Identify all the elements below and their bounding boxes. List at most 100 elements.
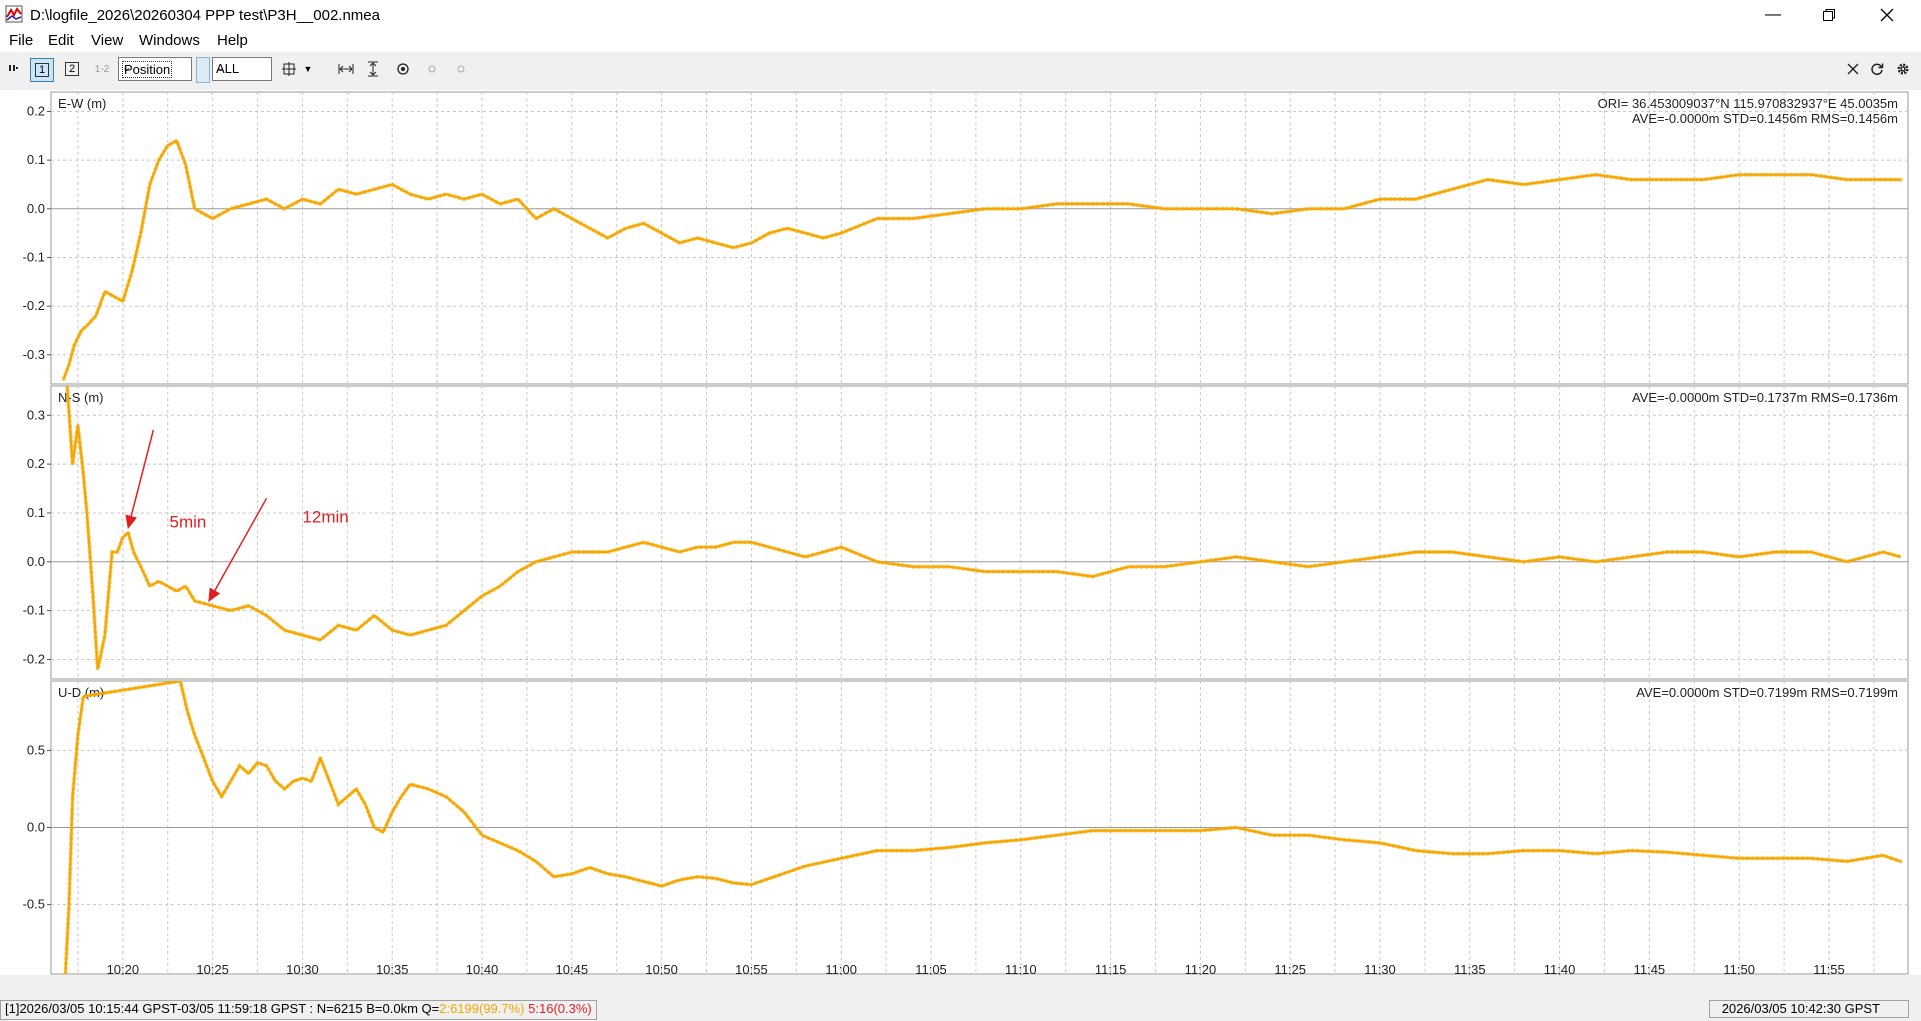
x-tick-label: 10:30 xyxy=(286,962,319,975)
fit-horizontal-icon xyxy=(338,64,354,74)
y-tick-label: 0.5 xyxy=(27,742,45,757)
panel-stats: AVE=-0.0000m STD=0.1456m RMS=0.1456m xyxy=(1632,111,1898,126)
x-tick-label: 11:55 xyxy=(1813,962,1845,975)
caret-down-icon: ▼ xyxy=(303,64,313,74)
satellite-select-button[interactable] xyxy=(196,57,210,83)
option-button-1[interactable] xyxy=(424,60,440,78)
target-icon xyxy=(397,63,409,75)
panel-label: N-S (m) xyxy=(58,390,104,405)
x-tick-label: 10:25 xyxy=(196,962,229,975)
x-tick-label: 10:55 xyxy=(735,962,768,975)
center-button[interactable] xyxy=(394,60,412,78)
menu-windows[interactable]: Windows xyxy=(139,32,200,49)
plot-type-value: Position xyxy=(122,61,173,78)
annotation-label: 5min xyxy=(170,513,207,532)
restore-icon xyxy=(1823,9,1835,21)
pause-button[interactable] xyxy=(6,60,20,76)
chevron-down-icon: ⌄ xyxy=(216,62,226,74)
y-tick-label: 0.3 xyxy=(27,407,45,422)
restore-button[interactable] xyxy=(1806,0,1852,30)
chevron-down-icon: ⌄ xyxy=(122,62,132,74)
menu-bar: File Edit View Windows Help xyxy=(0,30,1921,52)
x-tick-label: 11:40 xyxy=(1544,962,1576,975)
y-tick-label: 0.2 xyxy=(27,103,45,118)
y-tick-label: -0.2 xyxy=(23,651,45,666)
menu-help[interactable]: Help xyxy=(217,32,248,49)
satellite-filter-select[interactable]: ALL ⌄ xyxy=(212,57,272,81)
y-tick-label: -0.3 xyxy=(23,347,45,362)
x-tick-label: 11:45 xyxy=(1634,962,1666,975)
fit-horizontal-button[interactable] xyxy=(336,60,356,78)
plot-1-2-label: 1-2 xyxy=(94,63,110,75)
dot-icon xyxy=(457,65,465,73)
y-tick-label: 0.0 xyxy=(27,820,45,835)
pause-icon xyxy=(9,65,18,71)
menu-file[interactable]: File xyxy=(9,32,34,49)
plot-type-select[interactable]: Position ⌄ xyxy=(118,57,192,81)
menu-view[interactable]: View xyxy=(91,32,124,49)
x-tick-label: 11:20 xyxy=(1185,962,1217,975)
plot-1-2-button[interactable]: 1-2 xyxy=(91,58,113,80)
status-bar: [1]2026/03/05 10:15:44 GPST-03/05 11:59:… xyxy=(0,998,1921,1021)
series-markers-2 xyxy=(63,681,1903,974)
y-tick-label: 0.0 xyxy=(27,554,45,569)
origin-button[interactable] xyxy=(280,60,298,78)
x-tick-label: 11:50 xyxy=(1723,962,1755,975)
satellite-filter-value: ALL xyxy=(216,61,240,76)
annotation-arrow xyxy=(125,429,155,530)
origin-dropdown-button[interactable]: ▼ xyxy=(302,60,314,78)
minimize-button[interactable]: — xyxy=(1750,0,1796,30)
series-markers-1 xyxy=(65,386,1903,670)
status-q2-count: 2:6199(99.7%) xyxy=(439,1001,525,1016)
x-tick-label: 10:45 xyxy=(556,962,589,975)
plot-1-label: 1 xyxy=(34,63,50,77)
dot-icon xyxy=(428,65,436,73)
close-window-button[interactable] xyxy=(1864,0,1910,30)
panel-stats: AVE=0.0000m STD=0.7199m RMS=0.7199m xyxy=(1636,685,1898,700)
panel-label: U-D (m) xyxy=(58,685,104,700)
fit-vertical-icon xyxy=(368,61,378,77)
y-tick-label: 0.1 xyxy=(27,505,45,520)
status-cursor-time: 2026/03/05 10:42:30 GPST xyxy=(1709,1000,1909,1018)
y-tick-label: -0.1 xyxy=(23,603,45,618)
x-tick-label: 11:35 xyxy=(1454,962,1486,975)
plot-area[interactable]: 0.2 0.1 0.0 -0.1 -0.2 -0.3 E-W (m) ORI= 36.4530… xyxy=(0,90,1921,978)
annotation-label: 12min xyxy=(302,508,348,527)
close-icon xyxy=(1880,8,1894,22)
y-tick-label: -0.5 xyxy=(23,897,45,912)
x-tick-label: 11:25 xyxy=(1274,962,1306,975)
y-tick-label: 0.0 xyxy=(27,201,45,216)
y-tick-label: -0.2 xyxy=(23,298,45,313)
clear-button[interactable] xyxy=(1844,60,1862,78)
plot-2-button[interactable]: 2 xyxy=(61,58,83,80)
option-button-2[interactable] xyxy=(453,60,469,78)
crosshair-icon xyxy=(282,62,296,76)
y-tick-label: 0.1 xyxy=(27,152,45,167)
minimize-icon: — xyxy=(1765,6,1781,23)
panel-frame-1 xyxy=(50,385,1909,680)
x-tick-label: 10:40 xyxy=(466,962,499,975)
status-q5-count: 5:16(0.3%) xyxy=(528,1001,592,1016)
panel-label: E-W (m) xyxy=(58,96,106,111)
toolbar: 1 2 1-2 Position ⌄ ALL ⌄ ▼ xyxy=(0,52,1921,86)
x-tick-label: 11:30 xyxy=(1364,962,1396,975)
fit-vertical-button[interactable] xyxy=(365,59,381,79)
gear-icon xyxy=(1897,63,1909,75)
close-icon xyxy=(1847,63,1859,75)
position-plot[interactable]: 0.2 0.1 0.0 -0.1 -0.2 -0.3 E-W (m) ORI= 36.4530… xyxy=(0,90,1921,978)
reload-icon xyxy=(1871,63,1884,76)
x-tick-label: 11:15 xyxy=(1095,962,1127,975)
panel-stats: AVE=-0.0000m STD=0.1737m RMS=0.1736m xyxy=(1632,390,1898,405)
panel-frame-0 xyxy=(50,91,1909,385)
settings-button[interactable] xyxy=(1894,60,1912,78)
menu-edit[interactable]: Edit xyxy=(48,32,74,49)
x-tick-label: 10:35 xyxy=(376,962,409,975)
x-tick-label: 11:00 xyxy=(825,962,857,975)
x-tick-label: 10:20 xyxy=(107,962,140,975)
series-markers-0 xyxy=(61,137,1903,382)
annotation-arrow xyxy=(208,497,268,603)
reload-button[interactable] xyxy=(1868,60,1886,78)
plot-1-button[interactable]: 1 xyxy=(30,58,54,82)
plot-2-label: 2 xyxy=(64,62,80,76)
y-tick-label: 0.2 xyxy=(27,456,45,471)
